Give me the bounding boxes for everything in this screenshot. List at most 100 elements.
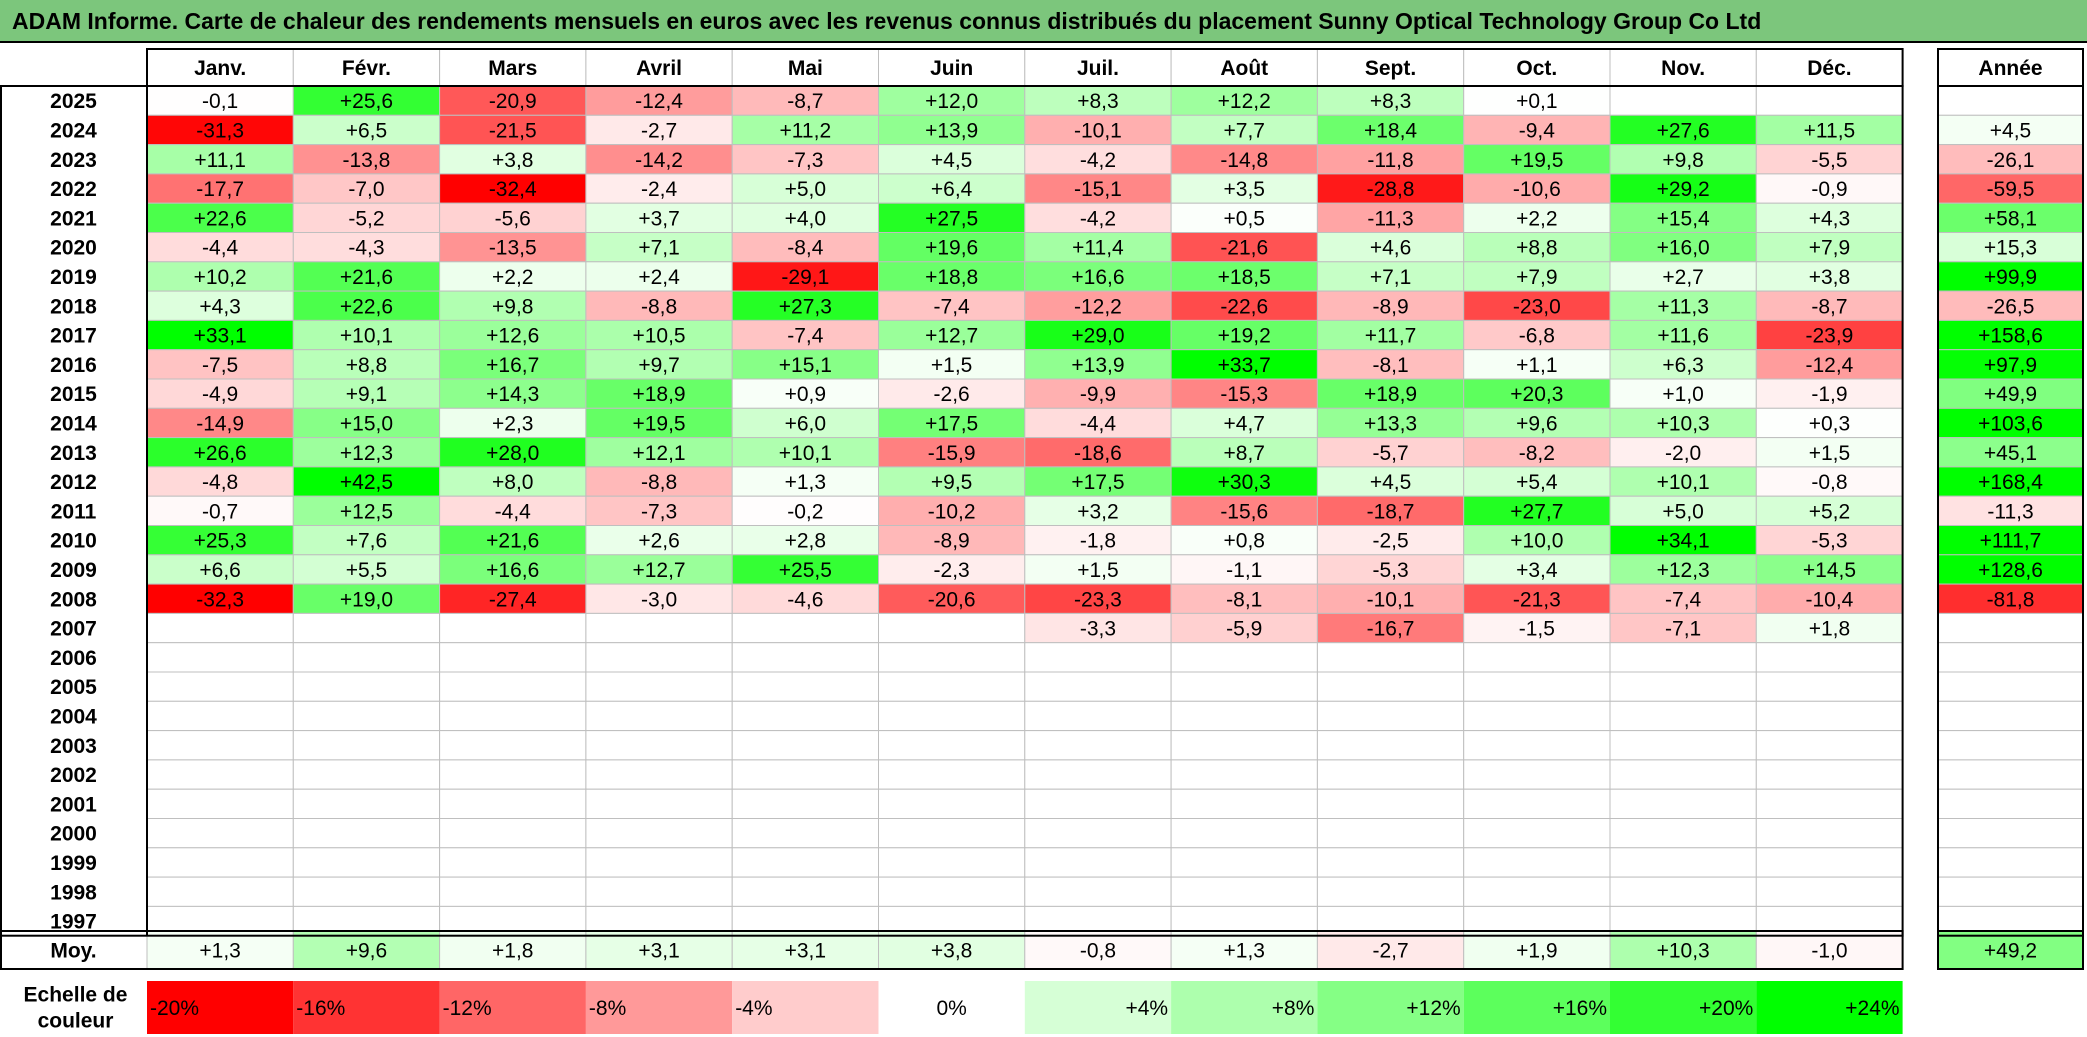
- heatmap-cell-label: +19,5: [632, 412, 685, 435]
- heatmap-cell-label: -5,3: [1372, 559, 1408, 582]
- heatmap-cell: [292, 847, 441, 878]
- heatmap-cell-label: +9,6: [1516, 412, 1557, 435]
- heatmap-cell-label: -12,4: [1806, 354, 1854, 377]
- heatmap-cell-label: +19,5: [1510, 149, 1563, 172]
- heatmap-cell-label: -23,9: [1806, 325, 1854, 348]
- year-label: 1999: [50, 852, 97, 875]
- heatmap-cell-label: +19,0: [340, 588, 393, 611]
- year-cell: [0, 789, 147, 819]
- heatmap-cell: [731, 173, 880, 204]
- month-header: Juin: [930, 57, 973, 80]
- heatmap-cell-label: +10,2: [194, 266, 247, 289]
- heatmap-cell-label: +28,0: [486, 442, 539, 465]
- heatmap-cell: [585, 847, 733, 878]
- month-header-cell: [878, 48, 1026, 87]
- scale-swatch: [585, 981, 733, 1034]
- annual-cell: [1937, 700, 2084, 732]
- month-header: Sept.: [1365, 57, 1416, 80]
- heatmap-cell: [1755, 144, 1904, 175]
- year-label: 2001: [50, 793, 97, 816]
- heatmap-cell: [439, 583, 587, 614]
- heatmap-cell: [1609, 232, 1757, 263]
- heatmap-cell: [1755, 730, 1904, 761]
- average-annual-cell-label: +49,2: [1984, 940, 2037, 963]
- heatmap-cell: [1609, 876, 1757, 907]
- heatmap-cell: [1463, 876, 1611, 907]
- heatmap-cell: [1463, 378, 1611, 409]
- month-header: Mai: [788, 57, 823, 80]
- average-cell-label: +1,3: [1224, 940, 1265, 963]
- heatmap-cell: [1755, 700, 1904, 732]
- heatmap-cell-label: +2,8: [785, 530, 826, 553]
- heatmap-cell: [1463, 437, 1611, 468]
- heatmap-cell-label: -4,4: [1080, 412, 1117, 435]
- heatmap-cell-label: +29,2: [1657, 178, 1710, 201]
- heatmap-cell: [1609, 788, 1757, 820]
- heatmap-cell: [292, 85, 441, 116]
- year-label: 2000: [50, 823, 97, 846]
- scale-swatch: [1171, 981, 1318, 1034]
- heatmap-cell-label: -9,9: [1080, 383, 1116, 406]
- average-cell-label: +1,8: [492, 940, 533, 963]
- heatmap-cell-label: +22,6: [194, 207, 247, 230]
- heatmap-cell: [1170, 612, 1318, 644]
- heatmap-cell: [585, 290, 733, 321]
- annual-cell-label: +103,6: [1978, 412, 2043, 435]
- scale-swatch: [1024, 981, 1172, 1034]
- heatmap-cell-label: -27,4: [489, 588, 537, 611]
- heatmap-cell: [585, 876, 733, 907]
- scale-swatch-label: +8%: [1272, 997, 1315, 1020]
- heatmap-cell: [146, 876, 294, 907]
- heatmap-cell-label: -7,3: [787, 149, 823, 172]
- heatmap-cell-label: -9,4: [1519, 119, 1556, 142]
- annual-cell: [1937, 730, 2084, 761]
- heatmap-cell: [878, 525, 1026, 556]
- year-cell: [0, 701, 147, 731]
- heatmap-cell: [731, 407, 880, 439]
- year-label: 2021: [50, 207, 97, 230]
- heatmap-cell: [878, 378, 1026, 409]
- year-cell: [0, 496, 147, 526]
- heatmap-cell-label: +10,1: [779, 442, 832, 465]
- month-header: Janv.: [194, 57, 246, 80]
- heatmap-cell-label: +8,0: [492, 471, 533, 494]
- heatmap-cell: [292, 612, 441, 644]
- heatmap-cell: [292, 730, 441, 761]
- annual-cell-label: +128,6: [1978, 559, 2043, 582]
- heatmap-cell: [1755, 349, 1904, 380]
- heatmap-cell: [292, 319, 441, 351]
- heatmap-cell-label: +10,1: [340, 325, 393, 348]
- annual-cell: [1937, 261, 2084, 292]
- heatmap-cell-label: -20,6: [928, 588, 976, 611]
- heatmap-cell: [731, 349, 880, 380]
- heatmap-cell: [1609, 554, 1757, 585]
- heatmap-cell-label: +6,0: [785, 412, 826, 435]
- heatmap-cell: [1170, 876, 1318, 907]
- heatmap-cell: [1463, 788, 1611, 820]
- heatmap-cell: [731, 788, 880, 820]
- heatmap-cell: [1609, 349, 1757, 380]
- scale-label: Echelle de: [24, 984, 128, 1007]
- heatmap-cell-label: -4,2: [1080, 207, 1116, 230]
- average-cell-label: -2,7: [1372, 940, 1408, 963]
- scale-swatch-label: -8%: [589, 997, 626, 1020]
- average-cell-label: +3,1: [785, 940, 826, 963]
- heatmap-cell-label: +1,8: [1809, 618, 1850, 641]
- heatmap-cell: [292, 261, 441, 292]
- heatmap-cell: [1170, 407, 1318, 439]
- heatmap-cell-label: +4,5: [1370, 471, 1411, 494]
- heatmap-cell-label: +3,4: [1516, 559, 1558, 582]
- heatmap-cell: [1755, 378, 1904, 409]
- annual-average-border: [1937, 930, 2084, 970]
- year-cell: [0, 466, 147, 497]
- heatmap-cell-label: -5,9: [1226, 618, 1262, 641]
- heatmap-cell-label: +2,7: [1662, 266, 1703, 289]
- year-cell: [0, 437, 147, 467]
- heatmap-cell: [292, 407, 441, 439]
- year-label: 2020: [50, 237, 97, 260]
- heatmap-cell: [1024, 525, 1172, 556]
- heatmap-cell: [146, 378, 294, 409]
- heatmap-cell-label: -3,0: [641, 588, 677, 611]
- heatmap-cell-label: +8,3: [1077, 90, 1118, 113]
